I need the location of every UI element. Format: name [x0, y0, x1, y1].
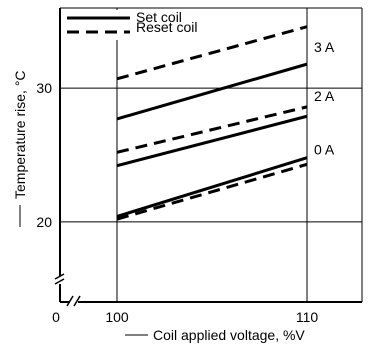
x-axis-label: Coil applied voltage, %V	[153, 327, 305, 343]
current-label-2a: 2 A	[314, 88, 335, 104]
y-axis-break-mark	[54, 273, 66, 285]
series-lines	[116, 25, 308, 221]
y-axis-label: Temperature rise, °C	[12, 70, 28, 199]
legend-label-set-coil: Set coil	[136, 9, 182, 25]
reset-coil-line-3a	[116, 25, 308, 81]
y-axis-title: Temperature rise, °C	[12, 70, 28, 227]
x-tick-label: 110	[296, 309, 319, 325]
x-axis-title: Coil applied voltage, %V	[125, 327, 305, 343]
current-label-0a: 0 A	[314, 142, 335, 158]
set-coil-line-2a	[116, 114, 308, 168]
grid-lines	[60, 8, 362, 302]
set-coil-line-0a	[116, 156, 308, 218]
set-coil-line-3a	[116, 62, 308, 121]
y-tick-label: 30	[36, 80, 52, 96]
current-labels: 3 A 2 A 0 A	[314, 39, 335, 158]
current-label-3a: 3 A	[314, 39, 335, 55]
y-tick-label: 20	[36, 214, 52, 230]
reset-coil-line-0a	[116, 162, 308, 221]
x-axis-break-mark	[66, 295, 81, 308]
x-origin-label: 0	[52, 309, 60, 325]
reset-coil-line-2a	[116, 105, 308, 154]
tick-labels: 100 110 20 30	[36, 80, 318, 325]
x-tick-label: 100	[105, 309, 129, 325]
legend: Set coil Reset coil	[62, 9, 212, 40]
legend-label-reset-coil: Reset coil	[136, 19, 197, 35]
